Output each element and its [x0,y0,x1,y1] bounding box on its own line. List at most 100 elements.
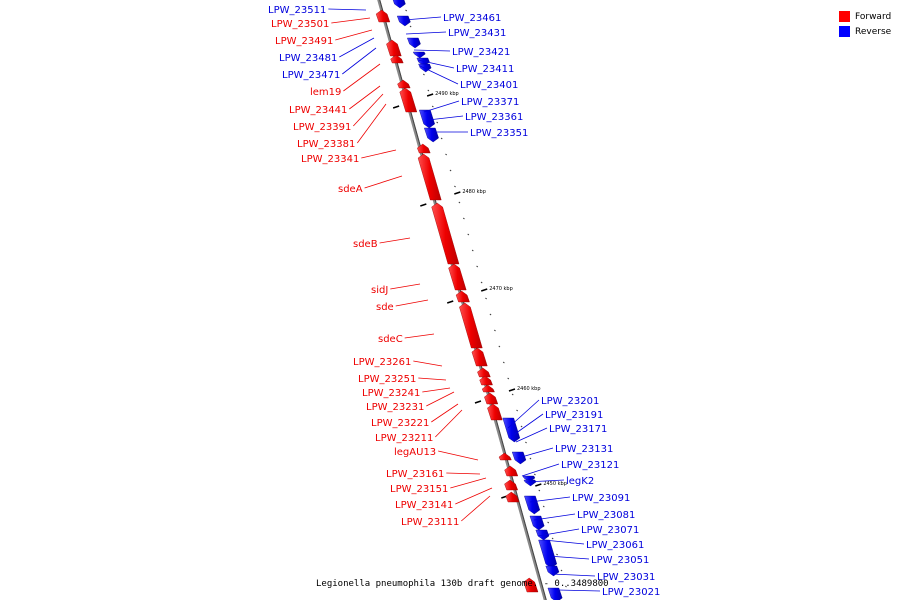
scale-minor-tick [485,297,487,300]
gene-label[interactable]: sdeA [338,184,363,195]
forward-swatch [839,11,850,22]
forward-gene-feature [459,302,483,349]
gene-label-leader [461,495,491,522]
gene-label[interactable]: LPW_23391 [293,122,351,133]
gene-label[interactable]: LPW_23211 [375,433,433,444]
scale-minor-tick [467,233,470,236]
gene-label-leader [525,479,565,483]
gene-label-leader [426,391,455,407]
scale-minor-tick [440,137,443,140]
gene-label[interactable]: LPW_23481 [279,53,337,64]
genome-caption: Legionella pneumophila 130b draft genome… [316,579,609,589]
scale-minor-tick [547,521,550,524]
kbp-tick-label: 2480 kbp [462,189,486,195]
gene-label[interactable]: legAU13 [394,447,436,458]
gene-label[interactable]: LPW_23381 [297,139,355,150]
forward-gene-feature [448,263,467,291]
gene-label[interactable]: LPW_23361 [465,112,523,123]
gene-label[interactable]: LPW_23151 [390,484,448,495]
scale-minor-tick [471,249,474,252]
reverse-gene-feature [538,539,558,569]
scale-minor-tick [551,537,554,540]
gene-label[interactable]: sdeC [378,334,403,345]
gene-label[interactable]: LPW_23411 [456,64,514,75]
gene-label-leader [390,283,421,290]
gene-label-leader [515,427,548,443]
gene-label-leader [547,555,590,560]
forward-gene-feature [399,87,418,113]
gene-label[interactable]: LPW_23191 [545,410,603,421]
gene-label[interactable]: lem19 [310,87,341,98]
gene-label-leader [343,63,381,92]
gene-label[interactable]: LPW_23171 [549,424,607,435]
gene-label-leader [455,487,493,505]
gene-label[interactable]: LPW_23471 [282,70,340,81]
gene-label[interactable]: sde [376,302,394,313]
gene-label[interactable]: LPW_23221 [371,418,429,429]
gene-label[interactable]: LPW_23241 [362,388,420,399]
gene-label-leader [529,496,571,503]
gene-label[interactable]: LPW_23511 [268,5,326,16]
gene-label[interactable]: legK2 [566,476,594,487]
gene-label-leader [404,333,435,339]
gene-label[interactable]: LPW_23401 [460,80,518,91]
forward-gene-feature [484,392,499,405]
forward-gene-feature [471,347,488,367]
gene-label[interactable]: LPW_23061 [586,540,644,551]
gene-label[interactable]: LPW_23491 [275,36,333,47]
legend-forward: Forward [839,9,891,24]
scale-minor-tick [507,377,510,380]
scale-minor-tick [525,441,527,444]
gene-label-leader [395,299,429,307]
gene-label[interactable]: LPW_23161 [386,469,444,480]
forward-gene-feature [479,375,493,386]
scale-minor-tick [502,361,505,364]
gene-label[interactable]: LPW_23341 [301,154,359,165]
gene-label[interactable]: LPW_23441 [289,105,347,116]
kbp-major-tick [392,105,400,109]
gene-label[interactable]: LPW_23421 [452,47,510,58]
gene-label[interactable]: LPW_23501 [271,19,329,30]
gene-label[interactable]: LPW_23111 [401,517,459,528]
gene-label[interactable]: LPW_23461 [443,13,501,24]
gene-label-leader [361,149,397,159]
gene-label[interactable]: sidJ [371,285,388,296]
gene-label[interactable]: LPW_23141 [395,500,453,511]
gene-label[interactable]: LPW_23021 [602,587,660,598]
gene-label[interactable]: LPW_23371 [461,97,519,108]
scale-minor-tick [458,201,461,204]
forward-gene-feature [375,9,391,23]
gene-label[interactable]: LPW_23031 [597,572,655,583]
kbp-major-tick [535,483,542,487]
forward-gene-feature [504,465,519,477]
gene-label[interactable]: LPW_23231 [366,402,424,413]
gene-label[interactable]: LPW_23121 [561,460,619,471]
gene-label[interactable]: sdeB [353,239,378,250]
gene-label[interactable]: LPW_23091 [572,493,630,504]
kbp-major-tick [454,191,461,195]
gene-label[interactable]: LPW_23201 [541,396,599,407]
gene-label[interactable]: LPW_23131 [555,444,613,455]
kbp-major-tick [420,203,427,207]
gene-label-leader [446,472,481,475]
gene-label[interactable]: LPW_23081 [577,510,635,521]
gene-label[interactable]: LPW_23261 [353,357,411,368]
reverse-gene-feature [502,417,521,443]
gene-label-leader [419,65,459,85]
gene-label-leader [356,103,387,144]
scale-minor-tick [405,9,408,12]
forward-gene-feature [386,39,402,57]
scale-minor-tick [462,217,465,220]
gene-label-leader [427,115,464,121]
gene-label[interactable]: LPW_23431 [448,28,506,39]
gene-label-leader [507,399,540,429]
scale-minor-tick [445,153,448,156]
scale-minor-tick [427,89,430,92]
gene-label[interactable]: LPW_23051 [591,555,649,566]
gene-label-leader [379,237,411,244]
gene-label[interactable]: LPW_23071 [581,525,639,536]
gene-label[interactable]: LPW_23251 [358,374,416,385]
gene-label[interactable]: LPW_23351 [470,128,528,139]
strand-legend: Forward Reverse [839,9,891,39]
forward-gene-feature [455,290,470,303]
